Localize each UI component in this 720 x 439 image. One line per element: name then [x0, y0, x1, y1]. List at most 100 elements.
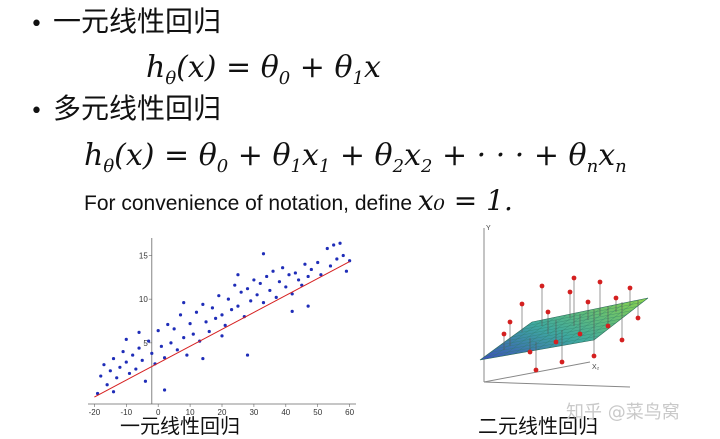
x-tick-label: 0	[156, 408, 161, 417]
scatter-point	[226, 297, 230, 301]
scatter-point	[261, 301, 266, 305]
scatter-point	[118, 365, 122, 369]
scatter-point	[239, 290, 243, 294]
observation-point	[545, 309, 551, 315]
observation-point	[585, 299, 591, 305]
scatter-point	[268, 288, 272, 293]
scatter-point	[159, 344, 163, 348]
scatter-point	[185, 353, 189, 357]
x-tick-label: -10	[121, 408, 133, 417]
formula-univariate: hθ(x) = θ0 + θ1x	[146, 50, 381, 89]
scatter-point	[255, 293, 259, 297]
scatter-point	[134, 367, 138, 371]
scatter-point	[325, 246, 329, 251]
scatter-point	[99, 374, 103, 378]
scatter-point	[210, 306, 215, 310]
scatter-point	[214, 316, 218, 320]
scatter-point	[166, 322, 170, 327]
scatter-point	[338, 241, 342, 245]
scatter-point	[245, 353, 250, 357]
scatter-chart: -20 -10 0 10 20 30 40 50 60 5 10 15	[88, 238, 356, 417]
scatter-point	[201, 302, 205, 306]
scatter-point	[290, 292, 294, 296]
plane-grid-line	[511, 314, 627, 338]
scatter-point	[306, 274, 310, 279]
scatter-point	[147, 339, 151, 343]
observation-points	[501, 275, 641, 373]
observation-point	[559, 359, 565, 365]
observation-point	[527, 349, 533, 355]
axis-label-x2: X₂	[592, 364, 600, 371]
observation-point	[627, 285, 633, 291]
x-tick-label: 40	[281, 408, 290, 417]
plane-grid-line	[526, 302, 643, 326]
scatter-point	[220, 334, 224, 338]
notation-note-math: x₀ = 1.	[417, 184, 513, 217]
caption-bivariate: 二元线性回归	[478, 414, 598, 438]
scatter-point	[175, 348, 179, 352]
scatter-point	[236, 304, 240, 308]
scatter-point	[124, 337, 128, 341]
scatter-point	[140, 358, 144, 362]
scatter-point	[143, 379, 148, 383]
scatter-point	[124, 360, 128, 364]
scatter-point	[150, 351, 154, 355]
scatter-point	[306, 304, 310, 308]
scatter-point	[293, 271, 297, 275]
scatter-point	[131, 353, 135, 357]
observation-point	[519, 301, 525, 307]
scatter-point	[236, 273, 240, 277]
scatter-point	[127, 371, 132, 376]
observation-point	[571, 275, 577, 281]
plane-grid-line	[505, 318, 622, 342]
bullet-title-univariate: 一元线性回归	[52, 5, 221, 38]
x-tick-label: 10	[186, 408, 195, 417]
bullet-univariate: • 一元线性回归	[30, 6, 221, 41]
scatter-point	[169, 341, 173, 345]
x1-axis	[483, 381, 631, 388]
scatter-point	[220, 313, 224, 317]
observation-point	[501, 331, 507, 337]
scatter-point	[281, 266, 285, 270]
scatter-point	[277, 280, 282, 284]
observation-point	[605, 323, 611, 329]
y-tick-label: 5	[143, 339, 148, 348]
scatter-point	[300, 283, 304, 287]
observation-point	[533, 367, 539, 373]
observation-point	[507, 319, 513, 325]
scatter-point	[287, 273, 291, 277]
observation-point	[619, 337, 625, 343]
scatter-point	[290, 309, 294, 313]
observation-point	[591, 353, 597, 359]
scatter-point	[137, 330, 141, 334]
scatter-point	[303, 262, 307, 266]
scatter-point	[207, 329, 211, 334]
scatter-point	[182, 336, 186, 340]
scatter-point	[162, 356, 167, 360]
scatter-point	[332, 243, 336, 247]
observation-point	[577, 331, 583, 337]
scatter-point	[182, 301, 186, 305]
scatter-point	[223, 323, 227, 327]
x-tick-label: -20	[89, 408, 101, 417]
scatter-point	[316, 260, 320, 265]
plane-3d-plot: Y X₂	[479, 225, 649, 388]
fit-line	[94, 261, 350, 398]
observation-point	[613, 295, 619, 301]
scatter-point	[217, 294, 221, 298]
scatter-point	[335, 257, 339, 261]
scatter-point	[102, 363, 106, 367]
scatter-point	[156, 329, 160, 333]
scatter-point	[108, 369, 112, 373]
scatter-point	[105, 383, 109, 387]
observation-point	[567, 289, 573, 295]
scatter-point	[309, 267, 313, 272]
scatter-point	[233, 283, 237, 287]
scatter-point	[111, 356, 116, 361]
scatter-point	[341, 253, 345, 258]
caption-univariate: 一元线性回归	[120, 414, 240, 438]
bullet-multivariate: • 多元线性回归	[30, 93, 221, 128]
x-tick-label: 60	[345, 408, 354, 417]
x-tick-label: 20	[218, 408, 227, 417]
scatter-point	[188, 322, 192, 326]
